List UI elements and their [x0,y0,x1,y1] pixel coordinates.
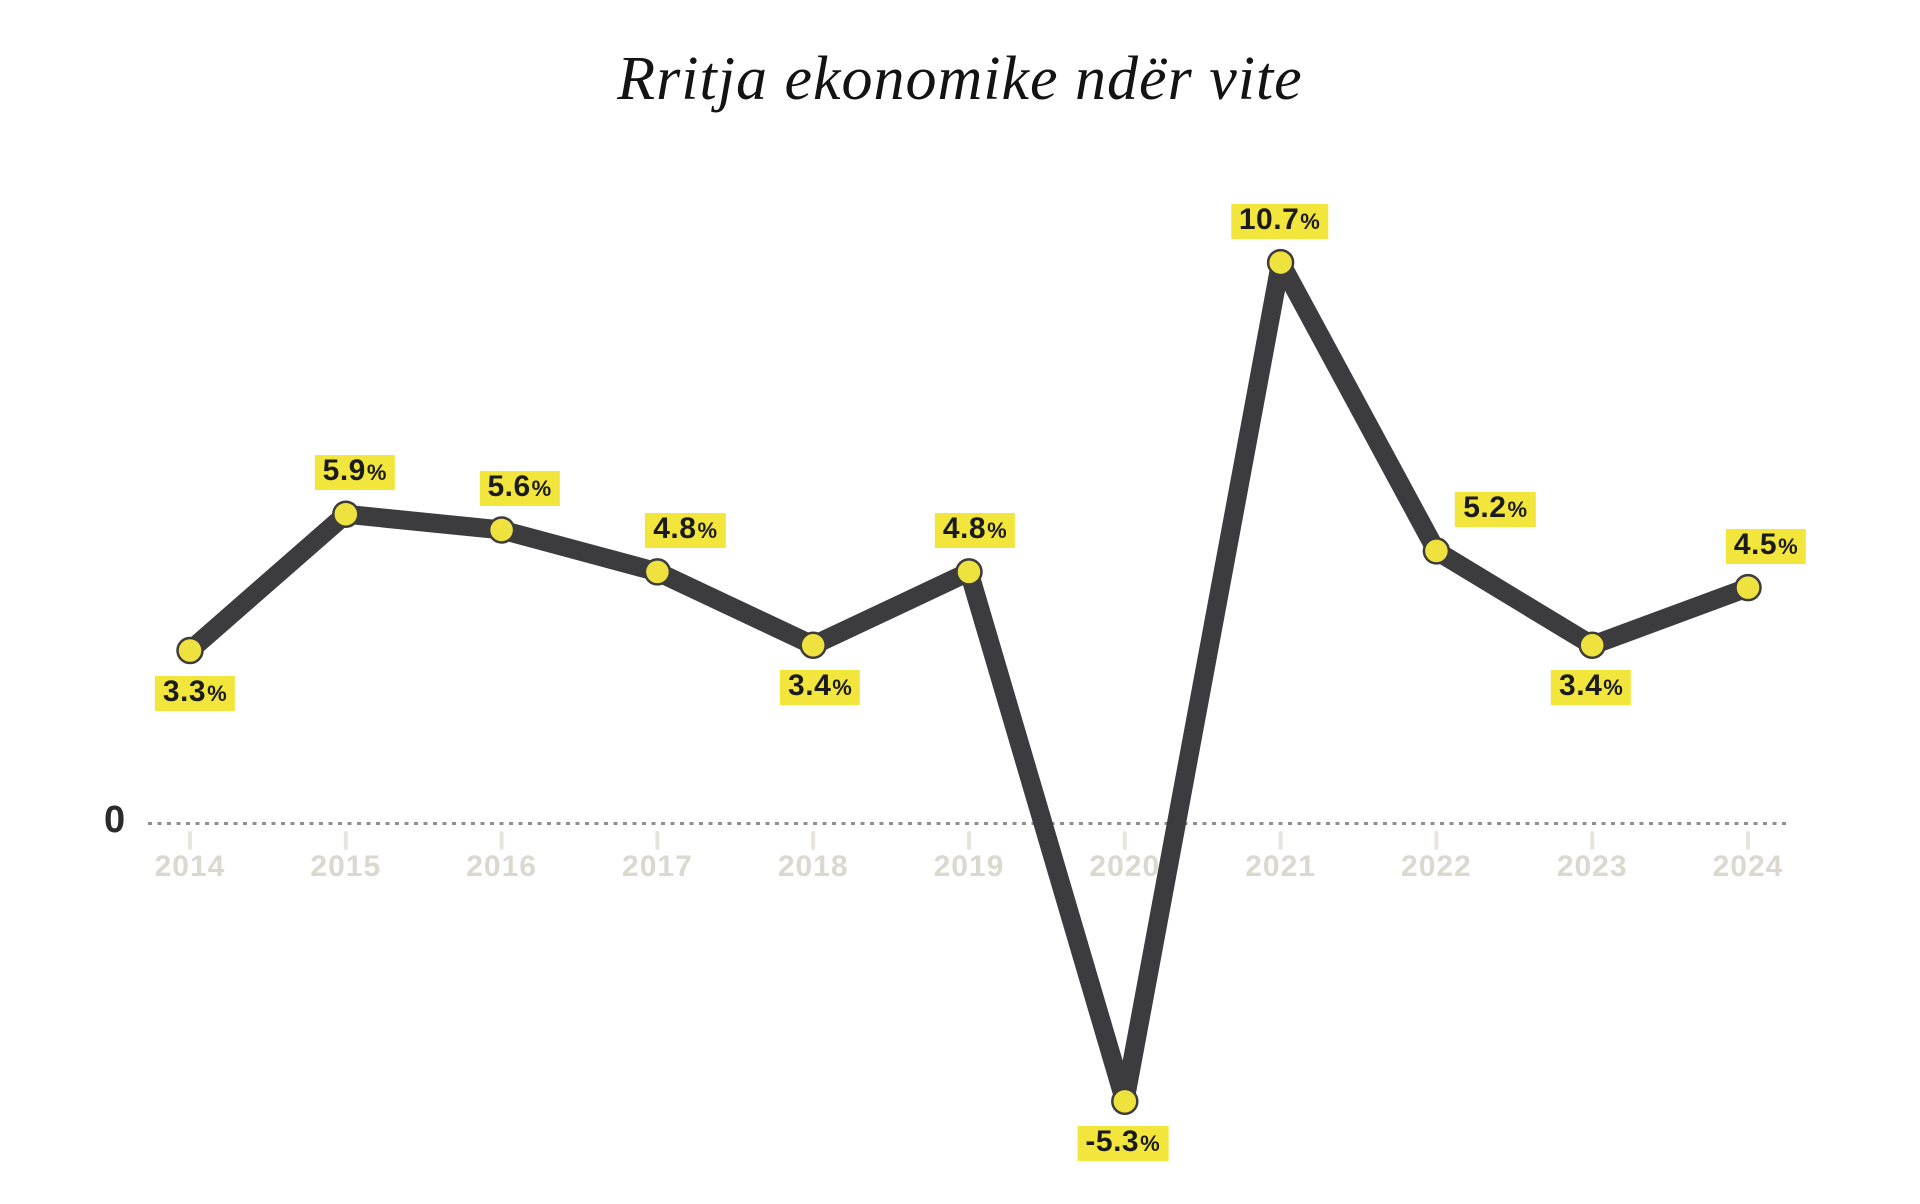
x-axis-year-label: 2021 [1245,850,1316,883]
data-point-label: -5.3% [1077,1125,1169,1162]
percent-sign: % [1300,208,1321,234]
data-point-dot [1422,537,1451,565]
data-point-dot [643,558,672,586]
x-axis-year-label: 2015 [310,850,382,883]
percent-sign: % [697,517,718,543]
data-point-label: 10.7% [1230,202,1329,239]
data-point-value: 4.8 [942,511,987,545]
data-point-value: 10.7 [1238,202,1300,236]
x-axis-year-label: 2019 [933,850,1005,883]
data-point-value: 3.4 [1559,669,1603,703]
percent-sign: % [1140,1131,1161,1157]
x-axis-year-label: 2018 [777,850,849,883]
data-point-value: 5.2 [1463,490,1507,524]
chart-title: Rritja ekonomike ndër vite [617,45,1303,113]
y-axis-zero-label: 0 [104,799,126,841]
data-point-dot [176,636,204,665]
data-point-label: 5.6% [479,469,560,506]
data-point-dot [1266,248,1295,277]
data-point-label: 3.3% [154,674,236,711]
data-point-dot [799,631,827,660]
x-axis-year-label: 2017 [622,850,693,883]
data-point-label: 3.4% [780,669,861,706]
data-point-value: 3.3 [162,674,207,708]
data-point-dot [955,558,983,586]
data-point-dot [1578,631,1606,660]
data-point-dot [1111,1087,1139,1116]
x-axis-year-label: 2014 [154,850,226,883]
data-point-label: 4.5% [1725,527,1807,564]
percent-sign: % [366,460,387,486]
data-point-value: 5.9 [322,454,366,488]
percent-sign: % [1778,533,1799,559]
data-point-value: 4.5 [1733,527,1778,561]
x-axis-year-label: 2022 [1401,850,1472,883]
data-point-label: 3.4% [1551,669,1632,706]
percent-sign: % [832,675,853,701]
x-axis-year-label: 2023 [1556,850,1628,883]
data-point-value: 5.6 [487,469,531,503]
data-point-value: -5.3 [1085,1125,1140,1159]
data-point-dot [1734,573,1762,602]
percent-sign: % [987,517,1008,543]
x-axis-year-label: 2016 [466,850,537,883]
percent-sign: % [1507,496,1528,522]
data-point-label: 5.2% [1455,490,1536,527]
data-point-label: 4.8% [645,511,726,548]
x-axis-year-label: 2020 [1089,850,1161,883]
data-point-label: 5.9% [314,454,395,491]
data-point-dot [332,500,360,528]
data-point-label: 4.8% [934,511,1016,548]
percent-sign: % [1603,675,1624,701]
data-point-value: 3.4 [788,669,832,703]
data-point-dot [487,516,516,544]
x-axis-year-label: 2024 [1712,850,1784,883]
data-point-value: 4.8 [653,511,697,545]
percent-sign: % [207,680,228,706]
percent-sign: % [531,475,552,501]
